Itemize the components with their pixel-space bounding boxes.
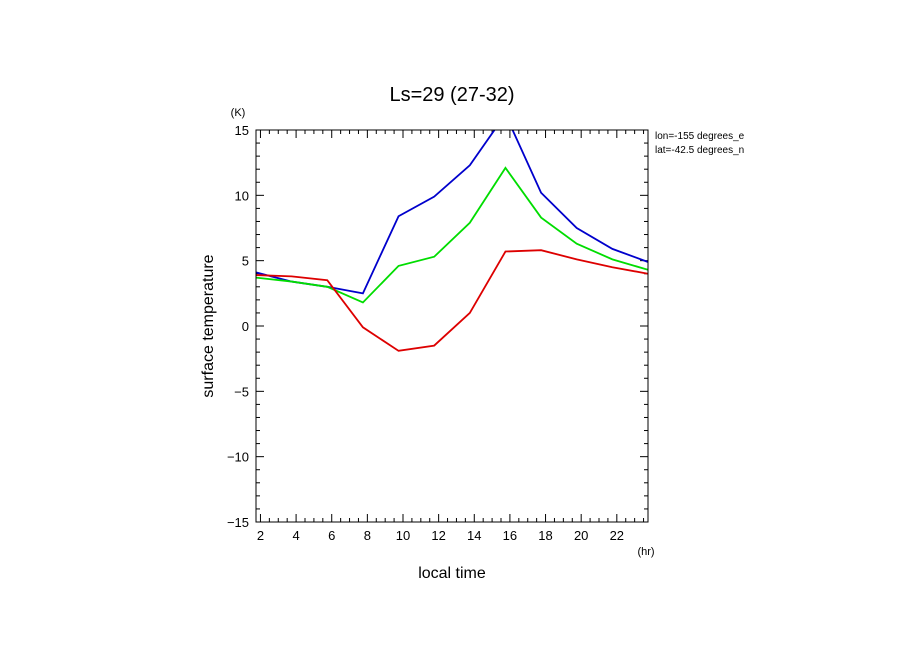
plot-frame (255, 129, 649, 523)
y-tick-label: −10 (227, 450, 249, 465)
y-tick-label: 15 (235, 123, 249, 138)
y-unit-label: (K) (231, 107, 246, 119)
x-tick-label: 20 (574, 528, 588, 543)
y-tick-label: −5 (234, 384, 249, 399)
series-lines (256, 130, 648, 352)
x-tick-label: 18 (538, 528, 552, 543)
series-line-1 (256, 130, 648, 295)
axis-ticks (256, 129, 648, 523)
x-tick-label: 10 (396, 528, 410, 543)
y-tick-label: 10 (235, 188, 249, 203)
x-tick-label: 6 (328, 528, 335, 543)
y-tick-label: 5 (242, 254, 249, 269)
y-axis-label: surface temperature (200, 254, 217, 397)
series-line-2 (256, 166, 648, 304)
axis-tick-labels: −15 −10 −5 0 5 10 15 2 4 6 8 10 12 14 16 18 20 22 (227, 123, 624, 543)
x-unit-label: (hr) (637, 546, 654, 558)
y-tick-label: 0 (242, 319, 249, 334)
x-tick-label: 14 (467, 528, 481, 543)
x-tick-label: 16 (503, 528, 517, 543)
annotation-lon: lon=-155 degrees_e (655, 131, 745, 142)
y-tick-label: −15 (227, 515, 249, 530)
x-axis-label: local time (418, 565, 486, 582)
x-tick-label: 8 (364, 528, 371, 543)
x-tick-label: 4 (292, 528, 299, 543)
chart-title: Ls=29 (27-32) (389, 84, 514, 106)
x-tick-label: 12 (431, 528, 445, 543)
annotation-lat: lat=-42.5 degrees_n (655, 145, 744, 156)
series-line-3 (256, 249, 648, 352)
x-tick-label: 22 (610, 528, 624, 543)
x-tick-label: 2 (257, 528, 264, 543)
